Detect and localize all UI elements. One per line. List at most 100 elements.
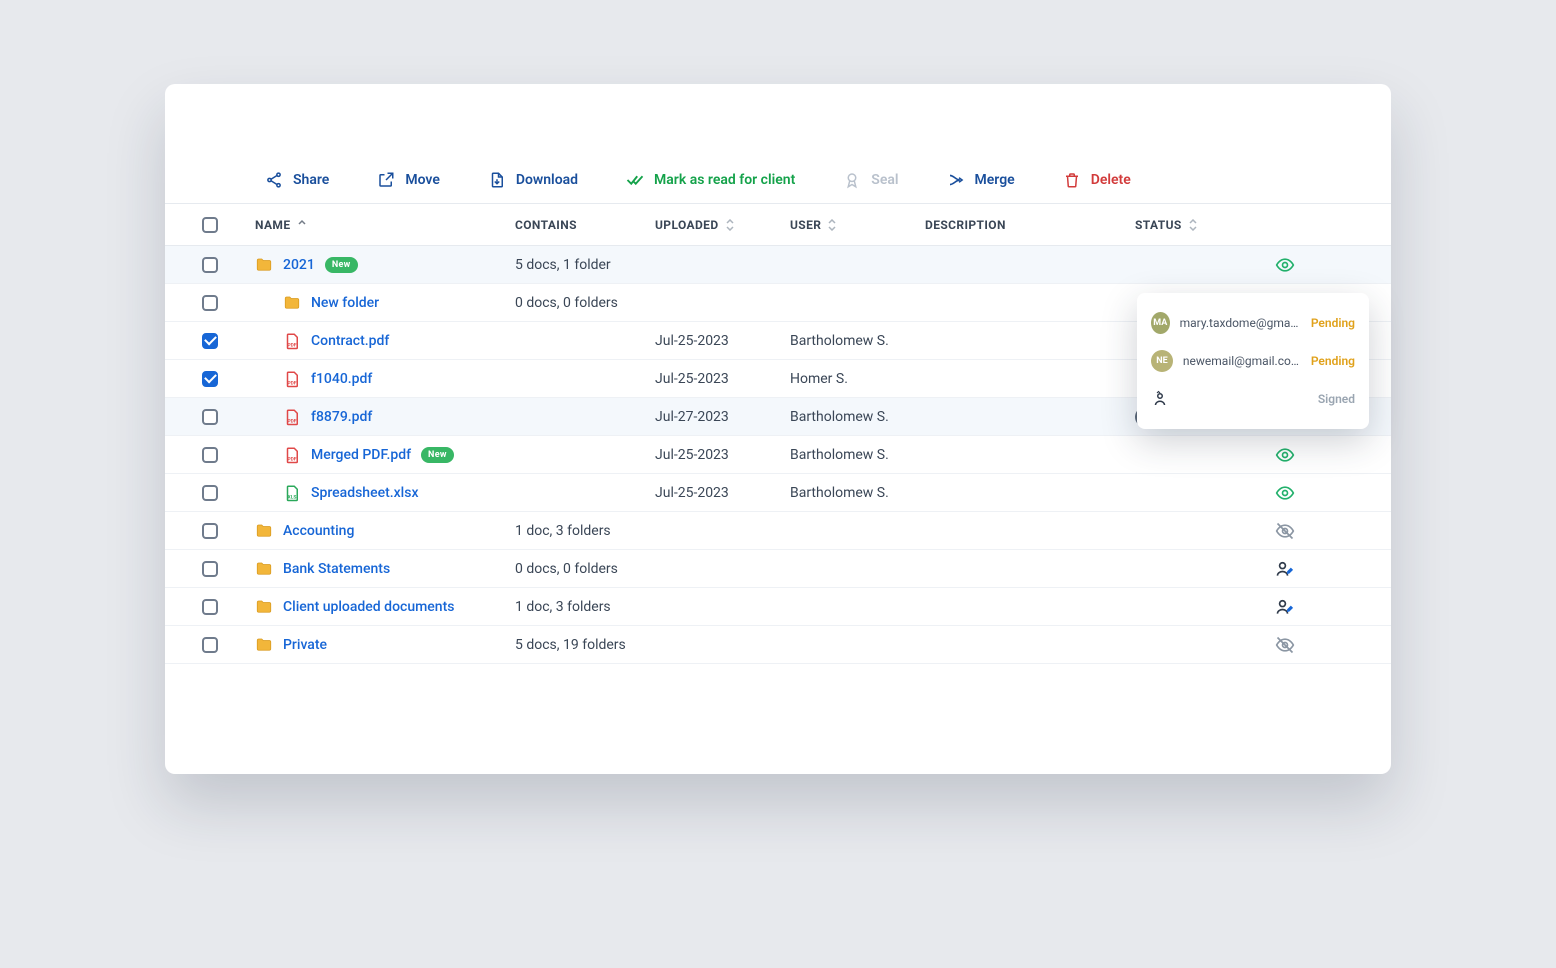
seal-label: Seal (871, 172, 898, 188)
move-label: Move (405, 172, 440, 188)
name-cell: Private (255, 636, 515, 654)
visibility-visible-icon[interactable] (1255, 483, 1315, 503)
table-row[interactable]: Accounting 1 doc, 3 folders (165, 512, 1391, 550)
row-checkbox[interactable] (202, 371, 218, 387)
trash-icon (1063, 171, 1081, 189)
new-badge: New (325, 257, 358, 273)
sort-icon (827, 219, 837, 231)
contains-cell: 0 docs, 0 folders (515, 295, 655, 311)
folder-icon (255, 560, 273, 578)
pdf-icon (283, 446, 301, 464)
folder-icon (255, 256, 273, 274)
user-cell: Homer S. (790, 371, 925, 387)
file-name[interactable]: Bank Statements (283, 561, 390, 577)
select-all-checkbox[interactable] (202, 217, 218, 233)
table-row[interactable]: Bank Statements 0 docs, 0 folders (165, 550, 1391, 588)
table-row[interactable]: Spreadsheet.xlsx Jul-25-2023 Bartholomew… (165, 474, 1391, 512)
row-checkbox[interactable] (202, 447, 218, 463)
name-cell: New folder (255, 294, 515, 312)
folder-icon (255, 598, 273, 616)
user-cell: Bartholomew S. (790, 409, 925, 425)
client-edit-icon[interactable] (1255, 559, 1315, 579)
col-user[interactable]: USER (790, 218, 925, 232)
file-name[interactable]: f1040.pdf (311, 371, 372, 387)
merge-button[interactable]: Merge (947, 171, 1015, 189)
visibility-visible-icon[interactable] (1255, 445, 1315, 465)
row-checkbox[interactable] (202, 295, 218, 311)
row-checkbox[interactable] (202, 485, 218, 501)
popover-email: mary.taxdome@gmail.com (1180, 316, 1301, 330)
file-name[interactable]: 2021 (283, 257, 315, 273)
sort-icon (1188, 219, 1198, 231)
name-cell: f1040.pdf (255, 370, 515, 388)
folder-icon (255, 636, 273, 654)
mark-read-button[interactable]: Mark as read for client (626, 171, 795, 189)
share-button[interactable]: Share (265, 171, 329, 189)
uploaded-cell: Jul-25-2023 (655, 485, 790, 501)
row-checkbox[interactable] (202, 333, 218, 349)
delete-label: Delete (1091, 172, 1131, 188)
file-name[interactable]: Merged PDF.pdf (311, 447, 411, 463)
document-panel: Share Move Download Mark as read for cli… (165, 84, 1391, 774)
table-row[interactable]: Private 5 docs, 19 folders (165, 626, 1391, 664)
popover-status: Pending (1311, 354, 1355, 368)
table-row[interactable]: 2021 New 5 docs, 1 folder (165, 246, 1391, 284)
row-checkbox[interactable] (202, 409, 218, 425)
pdf-icon (283, 370, 301, 388)
signature-popover: MA mary.taxdome@gmail.com Pending NE new… (1137, 293, 1369, 429)
name-cell: Client uploaded documents (255, 598, 515, 616)
user-cell: Bartholomew S. (790, 447, 925, 463)
col-name[interactable]: NAME (255, 218, 515, 232)
contains-cell: 0 docs, 0 folders (515, 561, 655, 577)
file-name[interactable]: New folder (311, 295, 379, 311)
sort-icon (725, 219, 735, 231)
col-status[interactable]: STATUS (1135, 218, 1255, 232)
client-edit-icon[interactable] (1255, 597, 1315, 617)
row-checkbox[interactable] (202, 523, 218, 539)
name-cell: Spreadsheet.xlsx (255, 484, 515, 502)
row-checkbox[interactable] (202, 257, 218, 273)
toolbar: Share Move Download Mark as read for cli… (165, 156, 1391, 204)
file-name[interactable]: Client uploaded documents (283, 599, 454, 615)
folder-icon (255, 522, 273, 540)
file-name[interactable]: Spreadsheet.xlsx (311, 485, 419, 501)
download-label: Download (516, 172, 578, 188)
uploaded-cell: Jul-27-2023 (655, 409, 790, 425)
uploaded-cell: Jul-25-2023 (655, 447, 790, 463)
download-button[interactable]: Download (488, 171, 578, 189)
seal-icon (843, 171, 861, 189)
merge-label: Merge (975, 172, 1015, 188)
sort-asc-icon (297, 219, 307, 231)
xls-icon (283, 484, 301, 502)
contains-cell: 5 docs, 1 folder (515, 257, 655, 273)
download-icon (488, 171, 506, 189)
row-checkbox[interactable] (202, 637, 218, 653)
new-badge: New (421, 447, 454, 463)
row-checkbox[interactable] (202, 561, 218, 577)
file-name[interactable]: Contract.pdf (311, 333, 389, 349)
name-cell: Contract.pdf (255, 332, 515, 350)
move-icon (377, 171, 395, 189)
col-status-label: STATUS (1135, 218, 1182, 232)
table-row[interactable]: Merged PDF.pdf New Jul-25-2023 Bartholom… (165, 436, 1391, 474)
share-icon (265, 171, 283, 189)
table-row[interactable]: Client uploaded documents 1 doc, 3 folde… (165, 588, 1391, 626)
file-name[interactable]: Accounting (283, 523, 354, 539)
visibility-visible-icon[interactable] (1255, 255, 1315, 275)
delete-button[interactable]: Delete (1063, 171, 1131, 189)
visibility-hidden-icon[interactable] (1255, 521, 1315, 541)
row-checkbox[interactable] (202, 599, 218, 615)
file-name[interactable]: f8879.pdf (311, 409, 372, 425)
file-name[interactable]: Private (283, 637, 327, 653)
contains-cell: 5 docs, 19 folders (515, 637, 655, 653)
user-cell: Bartholomew S. (790, 485, 925, 501)
name-cell: 2021 New (255, 256, 515, 274)
col-uploaded-label: UPLOADED (655, 218, 719, 232)
name-cell: Bank Statements (255, 560, 515, 578)
user-cell: Bartholomew S. (790, 333, 925, 349)
contains-cell: 1 doc, 3 folders (515, 523, 655, 539)
col-uploaded[interactable]: UPLOADED (655, 218, 790, 232)
col-contains: CONTAINS (515, 218, 655, 232)
move-button[interactable]: Move (377, 171, 440, 189)
visibility-hidden-icon[interactable] (1255, 635, 1315, 655)
